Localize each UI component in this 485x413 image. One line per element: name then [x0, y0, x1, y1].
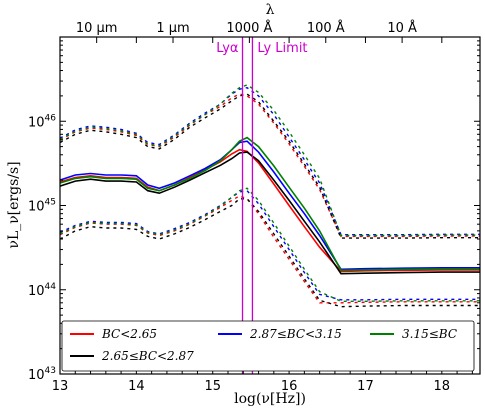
series-2-lower-line — [60, 189, 480, 301]
vline-label-0: Lyα — [216, 41, 238, 56]
series-1-median-line — [60, 151, 480, 275]
x-tick-label: 14 — [128, 379, 145, 394]
y-tick-label: 1046 — [28, 113, 56, 130]
top-axis-title: λ — [266, 2, 275, 18]
y-tick-label: 1043 — [28, 366, 56, 383]
series-3-lower-line — [60, 187, 480, 302]
top-tick-label: 10 μm — [76, 21, 118, 36]
y-tick-label: 1044 — [28, 282, 56, 299]
series-3-upper-line — [60, 84, 480, 237]
x-tick-label: 15 — [204, 379, 221, 394]
x-tick-label: 16 — [281, 379, 298, 394]
x-axis-title: log(ν[Hz]) — [234, 391, 306, 407]
series-1-lower-line — [60, 198, 480, 308]
x-axis-ticks: 13 14 15 16 17 18 — [52, 37, 473, 394]
series-0-lower-line — [60, 195, 480, 304]
x-tick-label: 18 — [434, 379, 451, 394]
series-0-median-line — [60, 148, 480, 273]
plot-lines — [60, 84, 480, 308]
series-1-upper-line — [60, 93, 480, 239]
series-3-median-line — [60, 136, 480, 272]
x-tick-label: 17 — [357, 379, 374, 394]
legend-label: BC<2.65 — [101, 327, 157, 341]
top-tick-label: 100 Å — [307, 20, 345, 36]
legend-label: 3.15≤BC — [402, 327, 457, 341]
top-axis-ticks: 10 μm 1 μm 1000 Å 100 Å 10 Å — [76, 20, 417, 43]
series-0-upper-line — [60, 93, 480, 238]
x-tick-label: 13 — [52, 379, 69, 394]
y-axis-title: νL_ν[ergs/s] — [6, 161, 22, 248]
top-tick-label: 1 μm — [156, 21, 189, 36]
top-tick-label: 10 Å — [387, 20, 417, 36]
legend-label: 2.65≤BC<2.87 — [101, 349, 194, 363]
top-tick-label: 1000 Å — [226, 20, 272, 36]
vertical-lines: Lyα Ly Limit — [216, 37, 308, 374]
legend-label: 2.87≤BC<3.15 — [249, 327, 342, 341]
y-tick-label: 1045 — [28, 198, 56, 215]
vline-label-1: Ly Limit — [257, 41, 307, 56]
legend: BC<2.65 2.87≤BC<3.15 3.15≤BC 2.65≤BC<2.87 — [61, 320, 475, 372]
y-axis-ticks: 1043 1044 1045 1046 — [28, 40, 480, 383]
